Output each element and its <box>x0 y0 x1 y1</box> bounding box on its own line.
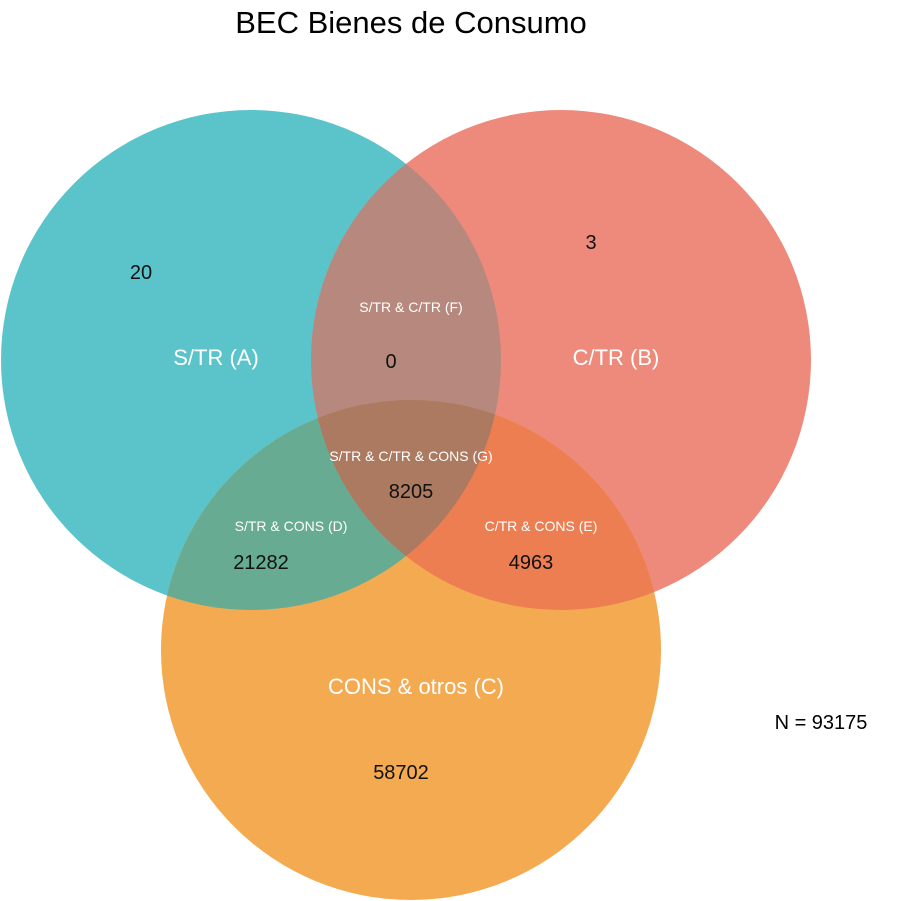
region-bc-label: C/TR & CONS (E) <box>485 518 598 534</box>
diagram-title: BEC Bienes de Consumo <box>235 5 587 40</box>
region-abc-label: S/TR & C/TR & CONS (G) <box>329 448 492 464</box>
region-ac <box>161 400 501 610</box>
region-bc-count: 4963 <box>509 552 554 574</box>
region-bc <box>311 400 661 610</box>
region-ab-count: 0 <box>385 351 396 373</box>
region-ac-label: S/TR & CONS (D) <box>235 518 348 534</box>
total-count: N = 93175 <box>775 712 868 734</box>
set-b-label: C/TR (B) <box>573 345 660 370</box>
set-a-label: S/TR (A) <box>173 345 259 370</box>
set-a-only-count: 20 <box>130 262 152 284</box>
region-ac-count: 21282 <box>233 552 289 574</box>
region-abc-count: 8205 <box>389 481 434 503</box>
region-ab-label: S/TR & C/TR (F) <box>359 299 462 315</box>
set-c-label: CONS & otros (C) <box>328 674 504 699</box>
set-b-only-count: 3 <box>585 232 596 254</box>
set-c-only-count: 58702 <box>373 762 429 784</box>
